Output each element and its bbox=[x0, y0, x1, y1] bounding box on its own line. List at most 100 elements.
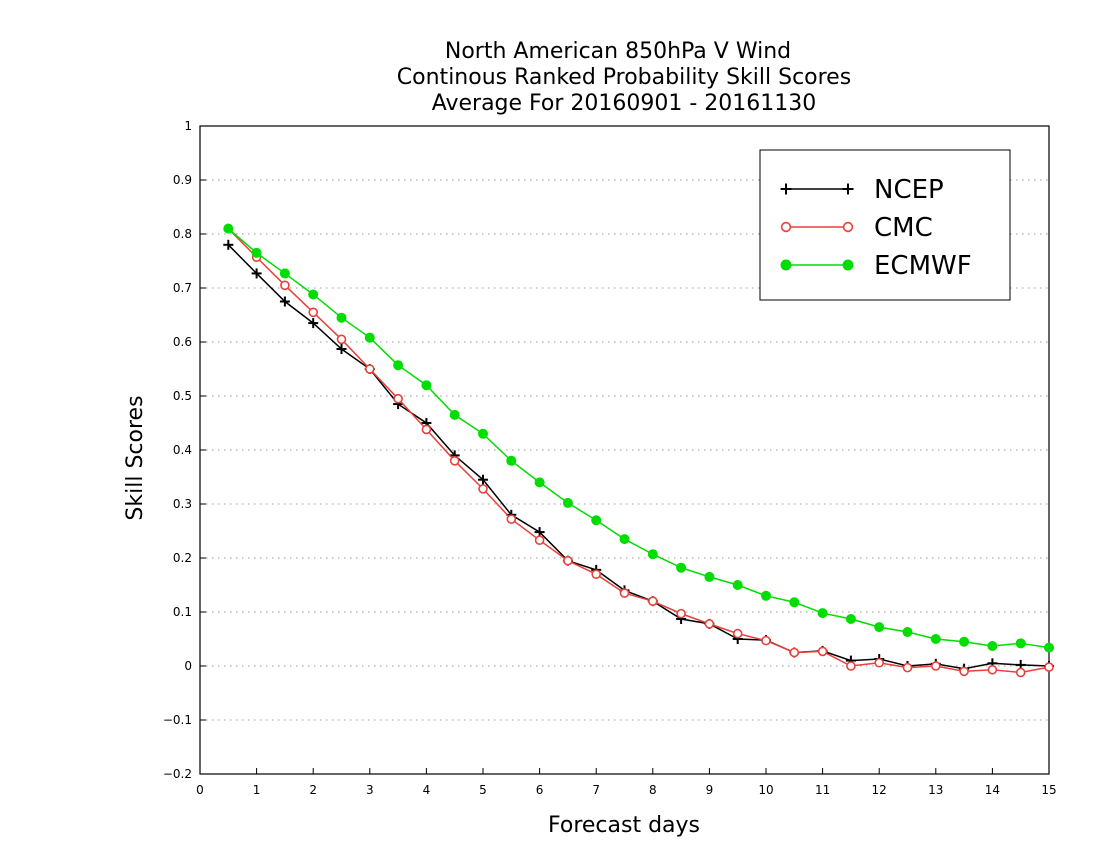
data-point-ncep bbox=[279, 296, 290, 307]
data-point-cmc bbox=[591, 569, 602, 580]
data-point-ecmwf bbox=[1044, 642, 1054, 653]
series-ecmwf bbox=[223, 223, 1054, 653]
data-point-ncep bbox=[336, 344, 347, 355]
legend-marker bbox=[780, 221, 792, 233]
data-point-ecmwf bbox=[902, 626, 913, 637]
data-point-ecmwf bbox=[789, 597, 800, 608]
data-point-cmc bbox=[1015, 667, 1026, 678]
data-point-ncep bbox=[478, 474, 488, 485]
data-point-cmc bbox=[704, 619, 715, 629]
x-tick-label: 14 bbox=[985, 783, 1000, 797]
x-tick-label: 7 bbox=[592, 783, 600, 797]
y-tick-label: 0.4 bbox=[173, 443, 192, 457]
data-point-ecmwf bbox=[308, 289, 319, 300]
x-tick-label: 8 bbox=[649, 783, 657, 797]
data-point-cmc bbox=[393, 393, 403, 404]
data-point-ecmwf bbox=[251, 247, 262, 258]
data-point-ecmwf bbox=[732, 580, 743, 590]
y-tick-label: 0.2 bbox=[173, 551, 192, 565]
series-ncep bbox=[223, 239, 1054, 674]
y-tick-label: 1 bbox=[184, 119, 192, 133]
data-point-cmc bbox=[449, 455, 460, 466]
series-cmc bbox=[223, 223, 1054, 678]
x-tick-label: 6 bbox=[536, 783, 544, 797]
data-point-cmc bbox=[506, 514, 517, 524]
x-tick-label: 1 bbox=[253, 783, 261, 797]
data-point-ecmwf bbox=[478, 428, 488, 439]
data-point-cmc bbox=[563, 555, 573, 566]
data-point-ecmwf bbox=[817, 608, 828, 619]
x-axis-label: Forecast days bbox=[548, 813, 700, 838]
data-point-cmc bbox=[676, 608, 686, 619]
data-point-ecmwf bbox=[591, 515, 602, 526]
x-tick-label: 11 bbox=[815, 783, 830, 797]
data-point-cmc bbox=[874, 657, 885, 668]
chart-title-line-3: Average For 20160901 - 20161130 bbox=[432, 91, 817, 116]
x-tick-label: 5 bbox=[479, 783, 487, 797]
data-point-ecmwf bbox=[336, 312, 347, 323]
legend-marker bbox=[842, 183, 854, 195]
y-axis-label: Skill Scores bbox=[123, 395, 148, 520]
data-point-ecmwf bbox=[704, 571, 715, 582]
data-point-cmc bbox=[336, 334, 347, 345]
data-point-ecmwf bbox=[393, 360, 404, 371]
legend-entry-ecmwf: ECMWF bbox=[780, 251, 972, 281]
data-point-ecmwf bbox=[987, 641, 998, 652]
data-point-cmc bbox=[1044, 662, 1054, 672]
data-point-ncep bbox=[223, 239, 234, 250]
data-point-ecmwf bbox=[845, 614, 856, 625]
data-point-cmc bbox=[421, 424, 432, 435]
data-point-ecmwf bbox=[449, 409, 460, 420]
x-tick-label: 13 bbox=[928, 783, 943, 797]
y-tick-label: −0.2 bbox=[163, 767, 192, 781]
data-point-ecmwf bbox=[874, 622, 885, 633]
legend-marker bbox=[780, 183, 792, 195]
data-point-ecmwf bbox=[223, 223, 234, 234]
legend-label: ECMWF bbox=[874, 251, 972, 281]
x-tick-label: 9 bbox=[706, 783, 714, 797]
data-point-ecmwf bbox=[421, 380, 432, 391]
data-point-ecmwf bbox=[930, 634, 941, 644]
data-point-ncep bbox=[251, 268, 262, 279]
data-point-ecmwf bbox=[562, 497, 573, 508]
legend-entry-ncep: NCEP bbox=[780, 175, 944, 205]
y-tick-label: 0.1 bbox=[173, 605, 192, 619]
data-point-ecmwf bbox=[506, 455, 517, 466]
legend-entry-cmc: CMC bbox=[780, 213, 933, 243]
data-point-cmc bbox=[902, 662, 913, 673]
x-tick-label: 15 bbox=[1041, 783, 1056, 797]
legend-label: CMC bbox=[874, 213, 933, 243]
data-point-cmc bbox=[534, 535, 545, 545]
data-point-cmc bbox=[478, 484, 488, 494]
y-tick-label: 0.5 bbox=[173, 389, 192, 403]
chart-title: North American 850hPa V Wind Continous R… bbox=[397, 39, 851, 116]
data-point-ecmwf bbox=[676, 562, 687, 573]
legend-marker bbox=[842, 221, 854, 233]
x-tick-label: 12 bbox=[872, 783, 887, 797]
data-point-ecmwf bbox=[279, 268, 290, 279]
data-point-cmc bbox=[959, 666, 969, 677]
data-point-cmc bbox=[789, 647, 800, 658]
data-point-cmc bbox=[308, 307, 319, 318]
data-point-cmc bbox=[930, 661, 941, 671]
x-tick-label: 3 bbox=[366, 783, 374, 797]
series-line-ncep bbox=[227, 244, 1050, 670]
data-point-cmc bbox=[817, 646, 828, 657]
data-point-ecmwf bbox=[534, 477, 545, 488]
x-tick-label: 2 bbox=[309, 783, 317, 797]
data-point-ncep bbox=[308, 318, 319, 329]
y-tick-label: 0.9 bbox=[173, 173, 192, 187]
data-point-cmc bbox=[647, 596, 658, 607]
x-tick-label: 4 bbox=[423, 783, 431, 797]
chart-title-line-2: Continous Ranked Probability Skill Score… bbox=[397, 65, 851, 90]
data-point-ecmwf bbox=[959, 636, 970, 647]
legend-box bbox=[759, 149, 1011, 301]
data-point-ecmwf bbox=[1015, 638, 1026, 649]
data-point-cmc bbox=[846, 661, 856, 671]
chart-title-line-1: North American 850hPa V Wind bbox=[445, 39, 791, 64]
x-tick-label: 10 bbox=[758, 783, 773, 797]
legend-label: NCEP bbox=[874, 175, 944, 205]
legend: NCEP CMC ECMWF bbox=[759, 149, 1011, 301]
data-point-cmc bbox=[364, 364, 375, 374]
